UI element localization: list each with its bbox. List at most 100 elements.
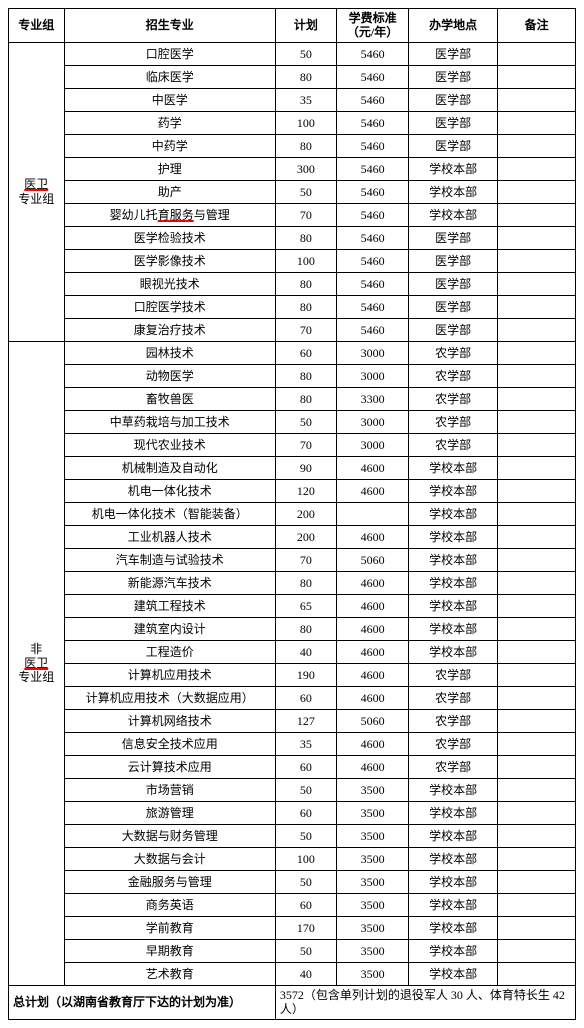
cell-plan: 200 xyxy=(275,502,336,525)
cell-plan: 80 xyxy=(275,617,336,640)
cell-major: 园林技术 xyxy=(64,341,275,364)
cell-fee: 3500 xyxy=(336,893,408,916)
table-row: 药学1005460医学部 xyxy=(9,111,576,134)
cell-note xyxy=(498,525,576,548)
cell-fee: 5460 xyxy=(336,111,408,134)
table-row: 工业机器人技术2004600学校本部 xyxy=(9,525,576,548)
cell-note xyxy=(498,180,576,203)
cell-plan: 50 xyxy=(275,180,336,203)
table-row: 计算机应用技术1904600农学部 xyxy=(9,663,576,686)
cell-note xyxy=(498,617,576,640)
cell-note xyxy=(498,502,576,525)
cell-plan: 100 xyxy=(275,111,336,134)
cell-plan: 127 xyxy=(275,709,336,732)
header-plan: 计划 xyxy=(275,9,336,43)
cell-major: 畜牧兽医 xyxy=(64,387,275,410)
cell-note xyxy=(498,295,576,318)
cell-major: 工程造价 xyxy=(64,640,275,663)
table-row: 旅游管理603500学校本部 xyxy=(9,801,576,824)
cell-fee: 5460 xyxy=(336,42,408,65)
cell-fee: 3500 xyxy=(336,939,408,962)
cell-loc: 学校本部 xyxy=(409,203,498,226)
cell-fee: 3000 xyxy=(336,410,408,433)
cell-major: 口腔医学技术 xyxy=(64,295,275,318)
cell-fee: 4600 xyxy=(336,479,408,502)
cell-fee: 5460 xyxy=(336,272,408,295)
table-row: 汽车制造与试验技术705060学校本部 xyxy=(9,548,576,571)
cell-major: 医学影像技术 xyxy=(64,249,275,272)
cell-major: 金融服务与管理 xyxy=(64,870,275,893)
cell-major: 工业机器人技术 xyxy=(64,525,275,548)
cell-note xyxy=(498,893,576,916)
cell-loc: 学校本部 xyxy=(409,180,498,203)
cell-fee: 4600 xyxy=(336,663,408,686)
cell-loc: 学校本部 xyxy=(409,870,498,893)
cell-plan: 120 xyxy=(275,479,336,502)
cell-note xyxy=(498,594,576,617)
table-row: 中医学355460医学部 xyxy=(9,88,576,111)
cell-fee xyxy=(336,502,408,525)
cell-major: 早期教育 xyxy=(64,939,275,962)
cell-note xyxy=(498,433,576,456)
cell-fee: 5460 xyxy=(336,157,408,180)
group-label: 医卫专业组 xyxy=(13,177,60,206)
cell-note xyxy=(498,111,576,134)
table-row: 计算机应用技术（大数据应用）604600农学部 xyxy=(9,686,576,709)
table-row: 机械制造及自动化904600学校本部 xyxy=(9,456,576,479)
cell-fee: 3500 xyxy=(336,824,408,847)
cell-note xyxy=(498,42,576,65)
cell-loc: 农学部 xyxy=(409,341,498,364)
cell-note xyxy=(498,226,576,249)
cell-plan: 60 xyxy=(275,341,336,364)
cell-note xyxy=(498,364,576,387)
cell-note xyxy=(498,479,576,502)
cell-fee: 3000 xyxy=(336,341,408,364)
cell-plan: 100 xyxy=(275,249,336,272)
cell-note xyxy=(498,410,576,433)
cell-fee: 3500 xyxy=(336,778,408,801)
cell-major: 艺术教育 xyxy=(64,962,275,985)
cell-major: 汽车制造与试验技术 xyxy=(64,548,275,571)
cell-fee: 3500 xyxy=(336,962,408,985)
cell-note xyxy=(498,732,576,755)
cell-major: 中药学 xyxy=(64,134,275,157)
cell-plan: 80 xyxy=(275,387,336,410)
cell-fee: 5460 xyxy=(336,226,408,249)
table-row: 学前教育1703500学校本部 xyxy=(9,916,576,939)
cell-fee: 5460 xyxy=(336,180,408,203)
cell-loc: 农学部 xyxy=(409,686,498,709)
cell-plan: 40 xyxy=(275,962,336,985)
cell-fee: 4600 xyxy=(336,640,408,663)
table-row: 艺术教育403500学校本部 xyxy=(9,962,576,985)
group-label-part: 专业组 xyxy=(18,192,54,206)
cell-loc: 学校本部 xyxy=(409,502,498,525)
cell-plan: 50 xyxy=(275,870,336,893)
cell-note xyxy=(498,870,576,893)
table-row: 医学检验技术805460医学部 xyxy=(9,226,576,249)
table-row: 中草药栽培与加工技术503000农学部 xyxy=(9,410,576,433)
cell-major: 机械制造及自动化 xyxy=(64,456,275,479)
cell-plan: 300 xyxy=(275,157,336,180)
cell-loc: 医学部 xyxy=(409,88,498,111)
cell-note xyxy=(498,249,576,272)
cell-major: 建筑工程技术 xyxy=(64,594,275,617)
cell-plan: 80 xyxy=(275,226,336,249)
cell-note xyxy=(498,548,576,571)
cell-fee: 5460 xyxy=(336,65,408,88)
cell-fee: 4600 xyxy=(336,594,408,617)
cell-loc: 农学部 xyxy=(409,364,498,387)
cell-note xyxy=(498,640,576,663)
cell-major: 大数据与会计 xyxy=(64,847,275,870)
table-row: 大数据与会计1003500学校本部 xyxy=(9,847,576,870)
cell-plan: 80 xyxy=(275,272,336,295)
cell-note xyxy=(498,755,576,778)
cell-loc: 学校本部 xyxy=(409,571,498,594)
cell-loc: 学校本部 xyxy=(409,801,498,824)
cell-loc: 学校本部 xyxy=(409,916,498,939)
cell-major: 建筑室内设计 xyxy=(64,617,275,640)
cell-loc: 学校本部 xyxy=(409,617,498,640)
cell-note xyxy=(498,801,576,824)
cell-fee: 3000 xyxy=(336,364,408,387)
table-row: 计算机网络技术1275060农学部 xyxy=(9,709,576,732)
table-row: 眼视光技术805460医学部 xyxy=(9,272,576,295)
